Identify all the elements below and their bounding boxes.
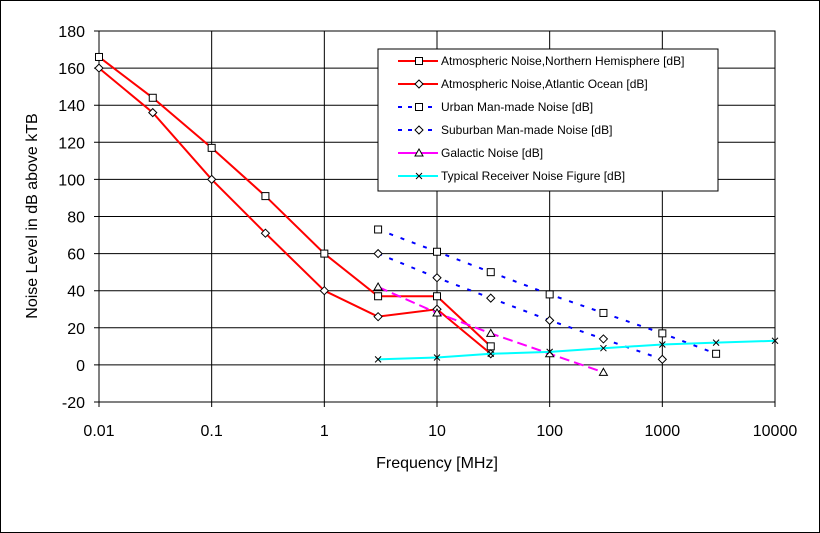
legend-item: Galactic Noise [dB] xyxy=(398,146,543,160)
x-tick-label: 1 xyxy=(320,423,329,440)
data-point xyxy=(374,292,383,301)
x-tick-label: 1000 xyxy=(645,423,681,440)
legend-item: Atmospheric Noise,Atlantic Ocean [dB] xyxy=(398,77,648,91)
y-tick-label: 120 xyxy=(58,135,85,152)
legend-box xyxy=(377,48,719,192)
data-point xyxy=(374,225,383,234)
legend-item: Suburban Man-made Noise [dB] xyxy=(398,123,612,137)
data-point xyxy=(486,342,495,351)
data-point xyxy=(148,93,157,102)
y-tick-label: 80 xyxy=(67,210,85,227)
legend-label: Atmospheric Noise,Northern Hemisphere [d… xyxy=(441,54,684,68)
legend-marker xyxy=(415,57,423,65)
data-point xyxy=(487,350,495,358)
y-tick-label: 160 xyxy=(58,61,85,78)
data-point xyxy=(148,107,158,118)
y-tick-label: -20 xyxy=(62,395,85,412)
legend-marker xyxy=(414,125,424,135)
data-point xyxy=(432,307,442,317)
y-tick-label: 0 xyxy=(76,358,85,375)
x-tick-label: 10000 xyxy=(753,423,798,440)
data-point xyxy=(600,344,607,352)
data-point xyxy=(374,355,382,363)
legend-label: Urban Man-made Noise [dB] xyxy=(441,100,593,114)
data-point xyxy=(486,293,496,303)
data-point xyxy=(207,143,216,152)
data-point xyxy=(320,249,329,258)
x-tick-label: 0.1 xyxy=(201,423,223,440)
data-point xyxy=(771,337,779,345)
data-point xyxy=(373,311,383,322)
x-axis-label: Frequency [MHz] xyxy=(376,455,498,472)
data-point xyxy=(598,367,609,376)
plot-area xyxy=(98,30,776,403)
data-point xyxy=(658,329,667,338)
data-point xyxy=(712,339,720,346)
data-point xyxy=(373,281,383,291)
data-point xyxy=(486,268,495,277)
y-tick-label: 180 xyxy=(58,24,85,41)
data-point xyxy=(657,354,668,365)
data-point xyxy=(546,348,554,356)
data-point xyxy=(260,228,271,238)
y-tick-label: 40 xyxy=(67,284,85,301)
y-tick-label: 60 xyxy=(67,247,85,264)
legend-marker xyxy=(414,79,424,89)
legend-item: Urban Man-made Noise [dB] xyxy=(398,100,593,114)
legend-marker xyxy=(415,103,423,111)
data-point xyxy=(433,247,441,256)
legend-marker xyxy=(415,172,423,180)
data-point xyxy=(658,341,666,348)
legend-item: Atmospheric Noise,Northern Hemisphere [d… xyxy=(398,54,684,68)
data-point xyxy=(432,273,442,283)
y-axis-label: Noise Level in dB above kTB xyxy=(24,113,41,318)
data-point xyxy=(544,315,555,326)
data-point xyxy=(95,52,103,61)
tick-labels: -20 0 20 40 60 80 100 120 140 160 180 0.01 0.1 1 10 100… xyxy=(58,24,797,440)
series-line-5 xyxy=(378,339,776,361)
series-line-0 xyxy=(98,56,492,348)
data-point xyxy=(261,192,270,201)
data-point xyxy=(712,349,721,358)
data-point xyxy=(433,292,441,301)
x-tick-label: 100 xyxy=(536,423,563,440)
y-tick-label: 100 xyxy=(58,172,85,189)
data-point xyxy=(319,285,330,296)
data-point xyxy=(598,334,609,344)
data-point xyxy=(433,354,441,361)
data-point xyxy=(373,248,383,259)
x-tick-label: 10 xyxy=(428,423,446,440)
legend-label: Suburban Man-made Noise [dB] xyxy=(441,123,612,137)
data-point xyxy=(485,328,496,337)
y-tick-label: 20 xyxy=(67,321,85,338)
series-line-1 xyxy=(98,67,492,355)
data-point xyxy=(94,63,104,73)
legend-label: Galactic Noise [dB] xyxy=(441,146,543,160)
legend-item: Typical Receiver Noise Figure [dB] xyxy=(398,169,625,183)
x-tick-label: 0.01 xyxy=(83,423,114,440)
data-point xyxy=(599,308,608,317)
data-point xyxy=(545,290,554,299)
legend-marker xyxy=(414,147,424,157)
legend: Atmospheric Noise,Northern Hemisphere [d… xyxy=(377,48,719,192)
y-tick-label: 140 xyxy=(58,98,85,115)
legend-label: Atmospheric Noise,Atlantic Ocean [dB] xyxy=(441,77,648,91)
legend-label: Typical Receiver Noise Figure [dB] xyxy=(441,169,625,183)
series-lines xyxy=(94,52,779,376)
data-point xyxy=(206,174,217,185)
